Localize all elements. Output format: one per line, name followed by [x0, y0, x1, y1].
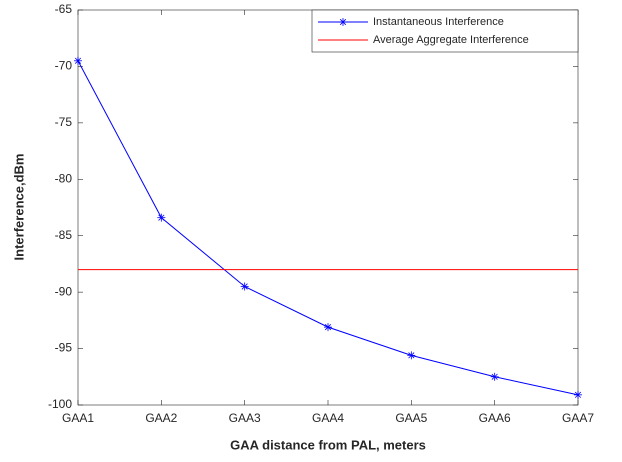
marker — [490, 372, 499, 381]
marker — [157, 213, 166, 222]
marker — [240, 282, 249, 291]
y-tick-label: -85 — [55, 228, 73, 242]
y-tick-label: -95 — [55, 341, 73, 355]
plot-area — [77, 9, 579, 406]
marker — [407, 351, 416, 360]
y-axis-label: Interference,dBm — [11, 154, 26, 261]
marker-stroke — [491, 373, 498, 380]
marker — [324, 323, 332, 332]
x-tick-label: GAA5 — [395, 411, 427, 425]
legend-marker — [339, 18, 347, 26]
x-tick-label: GAA7 — [562, 411, 594, 425]
marker-stroke — [339, 18, 347, 26]
y-tick-label: -80 — [55, 171, 73, 185]
marker-stroke — [74, 57, 82, 64]
y-tick-label: -100 — [48, 397, 72, 411]
y-tick-label: -90 — [55, 284, 73, 298]
legend-box — [311, 9, 579, 53]
x-tick-label: GAA1 — [62, 411, 94, 425]
x-tick-label: GAA4 — [312, 411, 344, 425]
x-tick-label: GAA3 — [229, 411, 261, 425]
x-axis-label: GAA distance from PAL, meters — [230, 437, 426, 452]
marker-stroke — [158, 214, 165, 221]
legend-label: Instantaneous Interference — [373, 16, 504, 28]
marker-stroke — [241, 283, 248, 290]
marker-stroke — [324, 324, 332, 331]
y-tick-label: -70 — [55, 59, 73, 73]
marker — [574, 390, 582, 399]
y-tick-label: -65 — [55, 2, 73, 16]
x-tick-label: GAA2 — [145, 411, 177, 425]
marker-stroke — [408, 352, 415, 359]
x-tick-label: GAA6 — [479, 411, 511, 425]
marker-stroke — [574, 391, 582, 398]
legend-label: Average Aggregate Interference — [373, 34, 529, 46]
marker — [74, 56, 82, 65]
y-tick-label: -75 — [55, 115, 73, 129]
